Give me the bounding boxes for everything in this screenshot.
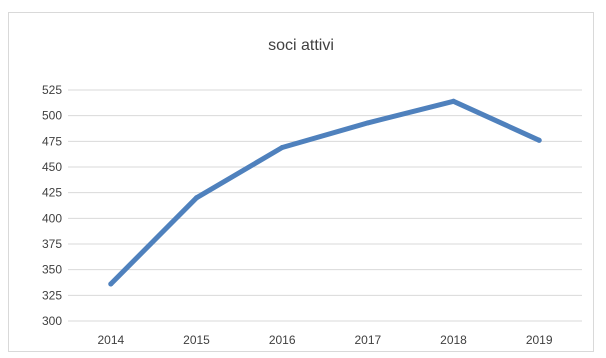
y-tick-label: 450 bbox=[42, 160, 62, 174]
y-tick-label: 375 bbox=[42, 237, 62, 251]
y-tick-label: 325 bbox=[42, 288, 62, 302]
x-tick-label: 2016 bbox=[269, 333, 296, 347]
y-tick-label: 525 bbox=[42, 83, 62, 97]
x-tick-label: 2015 bbox=[183, 333, 210, 347]
series-line-group bbox=[108, 98, 542, 287]
x-tick-label: 2018 bbox=[440, 333, 467, 347]
x-tick-label: 2019 bbox=[526, 333, 553, 347]
y-tick-label: 300 bbox=[42, 314, 62, 328]
x-tick-label: 2014 bbox=[97, 333, 124, 347]
data-point bbox=[108, 281, 114, 287]
y-tick-label: 425 bbox=[42, 186, 62, 200]
data-point bbox=[451, 98, 456, 104]
chart-title: soci attivi bbox=[268, 37, 334, 54]
y-tick-label: 400 bbox=[42, 211, 62, 225]
gridlines bbox=[68, 89, 582, 322]
y-tick-label: 350 bbox=[42, 263, 62, 277]
data-point bbox=[279, 144, 285, 150]
data-point bbox=[536, 137, 542, 143]
y-tick-label: 500 bbox=[42, 109, 62, 123]
data-point bbox=[194, 195, 199, 201]
data-point bbox=[365, 120, 371, 126]
y-axis-ticks: 300 325 350 375 400 425 450 475 500 525 bbox=[42, 83, 62, 328]
y-tick-label: 475 bbox=[42, 134, 62, 148]
series-line bbox=[108, 98, 542, 287]
x-axis-ticks: 2014 2015 2016 2017 2018 2019 bbox=[97, 333, 552, 347]
x-tick-label: 2017 bbox=[354, 333, 381, 347]
